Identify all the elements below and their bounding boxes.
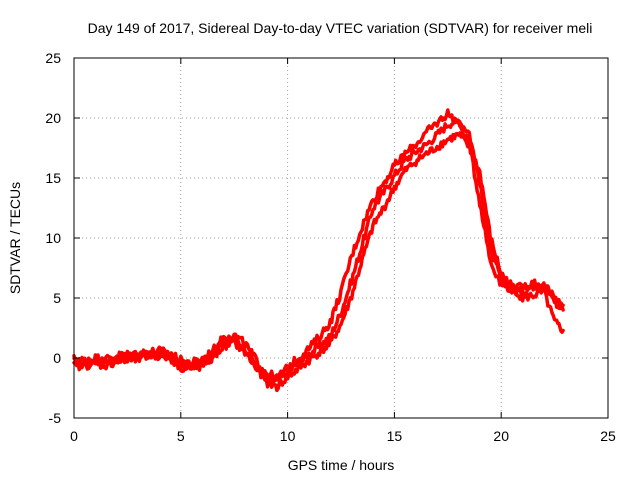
x-axis-label: GPS time / hours [288, 457, 395, 473]
ticks: 0 5 10 15 20 25 -5 0 5 10 15 20 25 [45, 50, 616, 444]
y-tick-label: -5 [49, 410, 62, 426]
x-tick-label: 10 [280, 428, 296, 444]
x-tick-label: 25 [600, 428, 616, 444]
y-tick-label: 0 [53, 350, 61, 366]
y-tick-label: 5 [53, 290, 61, 306]
series-line-sat-track-c [72, 131, 565, 393]
y-tick-label: 25 [45, 50, 61, 66]
x-tick-label: 0 [70, 428, 78, 444]
x-tick-label: 20 [493, 428, 509, 444]
chart-title: Day 149 of 2017, Sidereal Day-to-day VTE… [88, 20, 593, 36]
x-tick-label: 5 [177, 428, 185, 444]
series-line-sat-track-b [72, 108, 565, 383]
y-tick-label: 20 [45, 110, 61, 126]
y-tick-label: 10 [45, 230, 61, 246]
y-tick-label: 15 [45, 170, 61, 186]
y-axis-label: SDTVAR / TECUs [7, 182, 23, 294]
series-layer [72, 108, 565, 393]
x-tick-label: 15 [387, 428, 403, 444]
